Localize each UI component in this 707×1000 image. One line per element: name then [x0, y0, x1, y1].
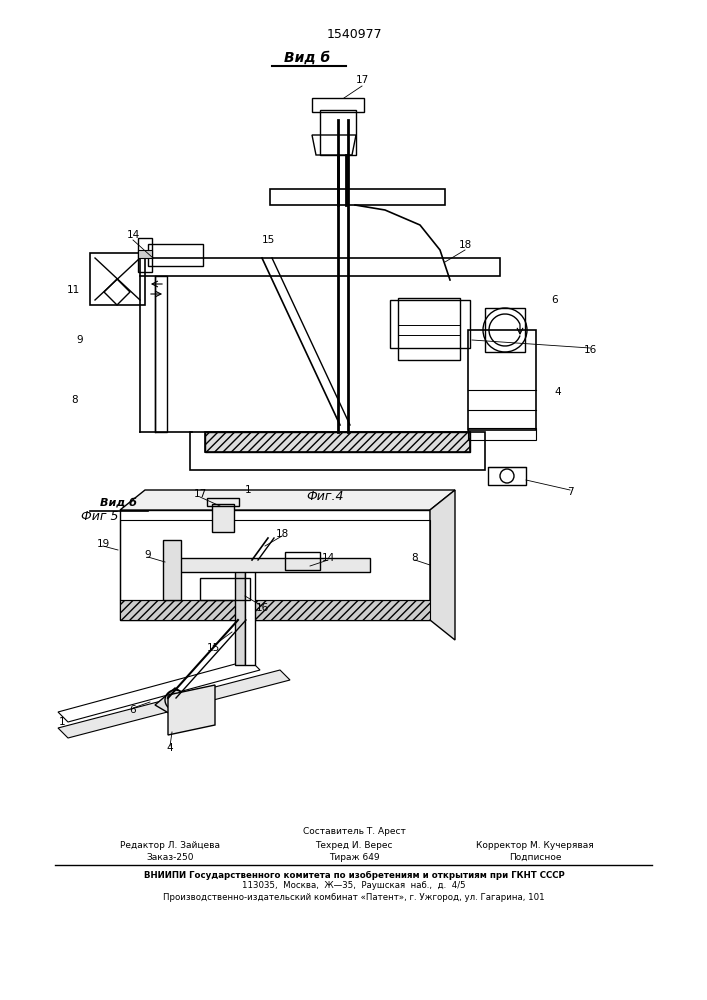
Bar: [90, 253, 145, 305]
Text: 9: 9: [145, 550, 151, 560]
Bar: [138, 238, 152, 272]
Text: Подписное: Подписное: [509, 852, 561, 861]
Polygon shape: [120, 490, 455, 510]
Bar: [138, 250, 152, 258]
Text: Корректор М. Кучерявая: Корректор М. Кучерявая: [476, 842, 594, 850]
Polygon shape: [120, 510, 430, 620]
Bar: [235, 565, 245, 665]
Bar: [120, 600, 430, 620]
Text: 1540977: 1540977: [326, 28, 382, 41]
Bar: [155, 276, 167, 432]
Text: 16: 16: [583, 345, 597, 355]
Text: 15: 15: [206, 643, 220, 653]
Text: Техред И. Верес: Техред И. Верес: [315, 842, 393, 850]
Bar: [140, 258, 500, 276]
Polygon shape: [168, 685, 215, 735]
Text: 19: 19: [96, 539, 110, 549]
Bar: [120, 520, 430, 600]
Bar: [468, 330, 536, 430]
Bar: [190, 432, 485, 470]
Text: Тираж 649: Тираж 649: [329, 852, 380, 861]
Text: 6: 6: [551, 295, 559, 305]
Text: Производственно-издательский комбинат «Патент», г. Ужгород, ул. Гагарина, 101: Производственно-издательский комбинат «П…: [163, 892, 545, 902]
Bar: [468, 428, 536, 440]
Polygon shape: [58, 660, 260, 722]
Bar: [200, 578, 250, 600]
Bar: [320, 110, 356, 155]
Text: 17: 17: [194, 489, 206, 499]
Text: Заказ-250: Заказ-250: [146, 852, 194, 861]
Text: 7: 7: [567, 487, 573, 497]
Text: 1: 1: [59, 717, 65, 727]
Text: Фиг 5: Фиг 5: [81, 510, 119, 524]
Text: 8: 8: [71, 395, 78, 405]
Text: 18: 18: [458, 240, 472, 250]
Polygon shape: [58, 670, 290, 738]
Text: Фиг.4: Фиг.4: [306, 489, 344, 502]
Text: Составитель Т. Арест: Составитель Т. Арест: [303, 828, 405, 836]
Bar: [270, 189, 445, 205]
Bar: [205, 432, 470, 452]
Text: Вид б: Вид б: [100, 498, 136, 508]
Polygon shape: [155, 688, 192, 715]
Bar: [163, 540, 181, 600]
Text: 113035,  Москва,  Ж—35,  Раушская  наб.,  д.  4/5: 113035, Москва, Ж—35, Раушская наб., д. …: [243, 882, 466, 890]
Bar: [212, 504, 234, 532]
Polygon shape: [430, 490, 455, 640]
Bar: [398, 298, 460, 360]
Bar: [170, 558, 370, 572]
Text: 4: 4: [555, 387, 561, 397]
Text: Редактор Л. Зайцева: Редактор Л. Зайцева: [120, 842, 220, 850]
Polygon shape: [312, 135, 356, 155]
Text: ВНИИПИ Государственного комитета по изобретениям и открытиям при ГКНТ СССР: ВНИИПИ Государственного комитета по изоб…: [144, 870, 564, 880]
Text: 16: 16: [255, 603, 269, 613]
Text: 11: 11: [66, 285, 80, 295]
Bar: [285, 552, 320, 570]
Bar: [148, 244, 203, 266]
Bar: [488, 467, 526, 485]
Text: 14: 14: [127, 230, 139, 240]
Text: 15: 15: [262, 235, 274, 245]
Bar: [207, 498, 239, 506]
Text: 17: 17: [356, 75, 368, 85]
Bar: [245, 565, 255, 665]
Bar: [485, 308, 525, 352]
Text: 18: 18: [275, 529, 288, 539]
Text: 1: 1: [245, 485, 251, 495]
Text: Вид б: Вид б: [284, 51, 330, 65]
Text: 6: 6: [129, 705, 136, 715]
Bar: [205, 432, 470, 452]
Text: 4: 4: [167, 743, 173, 753]
Text: 14: 14: [322, 553, 334, 563]
Text: 8: 8: [411, 553, 419, 563]
Bar: [390, 300, 470, 348]
Bar: [312, 98, 364, 112]
Text: 9: 9: [76, 335, 83, 345]
